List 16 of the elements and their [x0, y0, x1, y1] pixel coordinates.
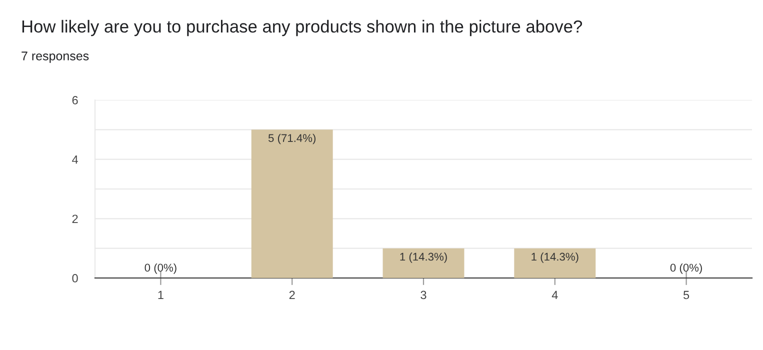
data-label: 1 (14.3%)	[532, 252, 578, 263]
data-label: 5 (71.4%)	[268, 134, 316, 144]
x-tick-label: 2	[289, 290, 295, 300]
y-tick-label: 2	[72, 214, 78, 223]
chart-subtitle: 7 responses	[22, 52, 89, 63]
x-tick-label: 3	[420, 290, 426, 300]
data-label: 0 (0%)	[144, 263, 176, 274]
x-tick-label: 5	[683, 290, 690, 300]
data-label: 0 (0%)	[670, 263, 702, 274]
chart-title: How likely are you to purchase any products shown in the picture above?	[22, 20, 582, 36]
x-tick-label: 1	[158, 290, 164, 300]
y-tick-label: 0	[72, 274, 78, 282]
y-tick-label: 6	[72, 96, 78, 104]
data-label: 1 (14.3%)	[400, 252, 447, 263]
x-tick-label: 4	[552, 290, 558, 300]
y-tick-label: 4	[72, 155, 78, 164]
